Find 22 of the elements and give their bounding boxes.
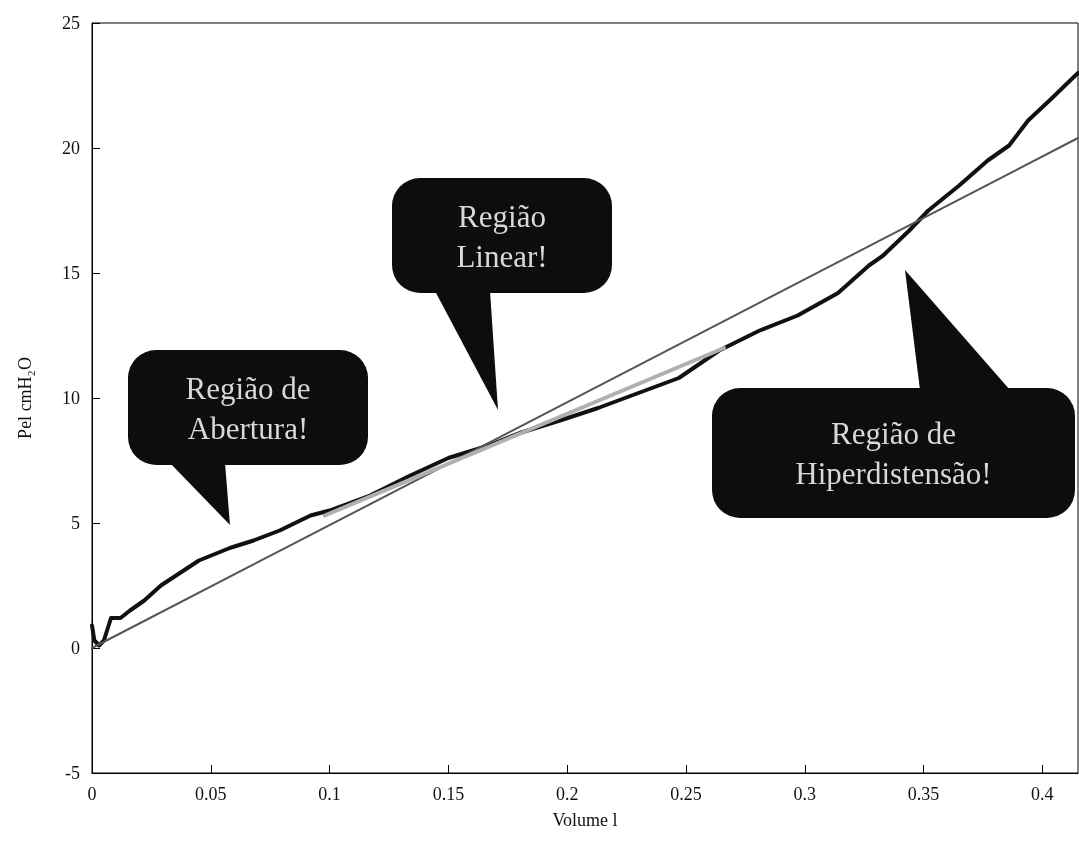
x-tick-label: 0.15 — [432, 784, 465, 804]
x-tick-label: 0.25 — [670, 784, 702, 804]
y-tick-label: 20 — [62, 138, 80, 158]
y-tick-label: 15 — [62, 263, 80, 283]
y-tick-label: 5 — [71, 513, 80, 533]
x-tick-label: 0.05 — [195, 784, 227, 804]
annotation: Região de Abertura! — [185, 370, 311, 446]
y-tick-label: 0 — [71, 638, 80, 658]
speech-bubble: Região Linear! — [392, 178, 612, 410]
x-tick-label: 0 — [87, 784, 97, 804]
y-axis-title: Pel cmH₂O — [15, 357, 35, 439]
x-tick-label: 0.2 — [555, 784, 579, 804]
y-tick-label: -5 — [65, 763, 80, 783]
y-tick-label: 10 — [62, 388, 80, 408]
x-tick-label: 0.3 — [793, 784, 817, 804]
annotation: Região Linear! — [456, 198, 548, 274]
x-tick-label: 0.35 — [907, 784, 940, 804]
annotation: Região de Hiperdistensão! — [795, 416, 992, 491]
x-tick-label: 0.4 — [1031, 784, 1054, 804]
x-tick-label: 0.1 — [318, 784, 341, 804]
x-axis-title: Volume l — [552, 810, 618, 830]
y-tick-label: 25 — [62, 13, 80, 33]
